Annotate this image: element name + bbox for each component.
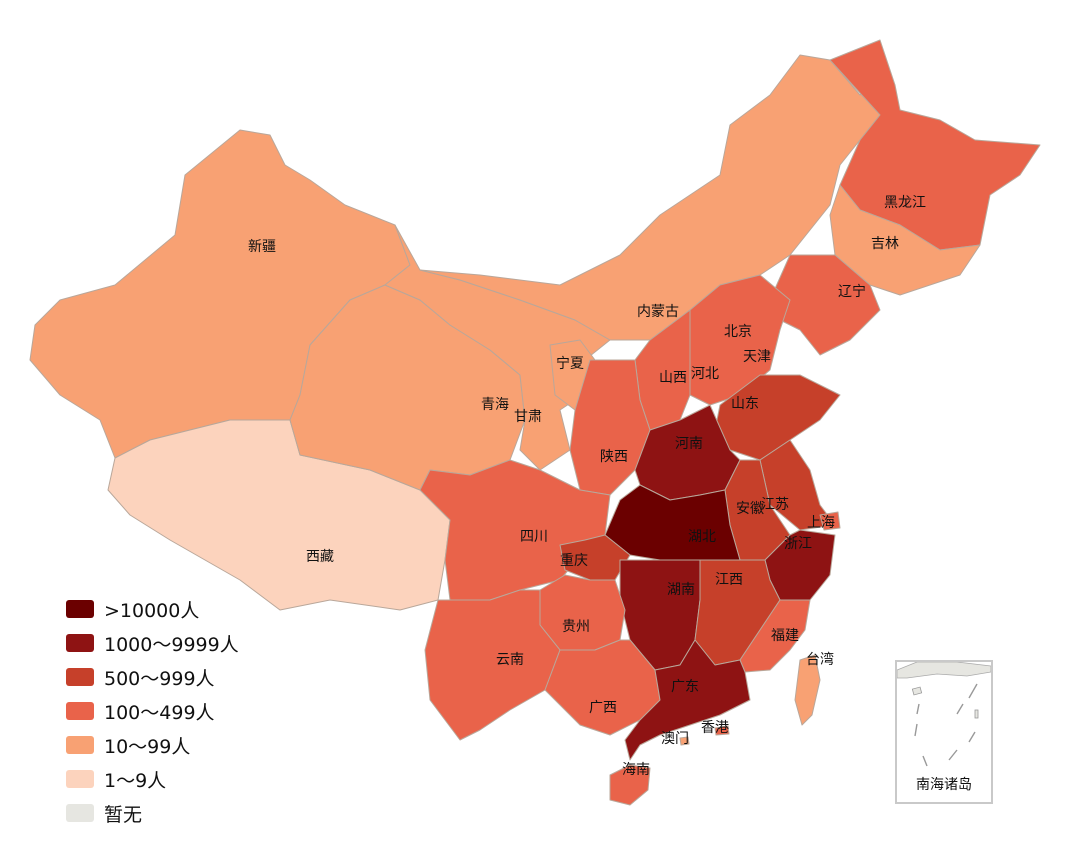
- legend-label: 500～999人: [104, 667, 215, 690]
- province-label: 浙江: [784, 536, 812, 552]
- province-shape[interactable]: [604, 484, 741, 561]
- province-label: 黑龙江: [884, 195, 926, 211]
- province-label: 青海: [481, 397, 509, 413]
- legend: >10000人 1000～9999人 500～999人 100～499人 10～…: [66, 592, 239, 830]
- legend-label: 10～99人: [104, 735, 191, 758]
- inset-label: 南海诸岛: [916, 777, 972, 793]
- province-label: 安徽: [736, 501, 764, 517]
- province-shape[interactable]: [829, 39, 1041, 251]
- legend-label: 1000～9999人: [104, 633, 239, 656]
- legend-label: 100～499人: [104, 701, 215, 724]
- legend-swatch: [66, 634, 94, 652]
- province-label: 江苏: [761, 497, 789, 513]
- province-shape[interactable]: [679, 736, 690, 746]
- legend-item[interactable]: 暂无: [66, 796, 239, 830]
- legend-item[interactable]: 10～99人: [66, 728, 239, 762]
- province-shape[interactable]: [609, 764, 651, 806]
- province-label: 山西: [659, 370, 687, 386]
- legend-swatch: [66, 770, 94, 788]
- province-label: 澳门: [661, 731, 689, 747]
- legend-item[interactable]: >10000人: [66, 592, 239, 626]
- province-label: 江西: [715, 572, 743, 588]
- province-label: 北京: [724, 324, 752, 340]
- province-shape[interactable]: [624, 639, 751, 761]
- province-label: 吉林: [871, 236, 899, 252]
- province-label: 重庆: [560, 553, 588, 569]
- province-shape[interactable]: [569, 359, 651, 496]
- legend-item[interactable]: 1～9人: [66, 762, 239, 796]
- legend-swatch: [66, 668, 94, 686]
- province-label: 河南: [675, 436, 703, 452]
- province-label: 台湾: [806, 651, 834, 668]
- province-label: 四川: [520, 529, 548, 545]
- province-shape[interactable]: [739, 599, 811, 673]
- province-label: 福建: [771, 628, 799, 644]
- province-label: 辽宁: [838, 283, 866, 300]
- legend-item[interactable]: 500～999人: [66, 660, 239, 694]
- inset-islands-icon: [896, 661, 992, 767]
- province-label: 云南: [496, 652, 524, 668]
- province-shape[interactable]: [539, 574, 626, 651]
- province-label: 海南: [622, 762, 650, 778]
- province-label: 广西: [589, 700, 617, 716]
- legend-swatch: [66, 736, 94, 754]
- legend-swatch: [66, 702, 94, 720]
- province-shape[interactable]: [794, 654, 821, 726]
- legend-swatch: [66, 600, 94, 618]
- legend-label: 暂无: [104, 803, 143, 826]
- province-shape[interactable]: [714, 725, 730, 736]
- legend-item[interactable]: 1000～9999人: [66, 626, 239, 660]
- legend-label: 1～9人: [104, 769, 167, 792]
- province-label: 湖南: [667, 582, 695, 598]
- province-shape[interactable]: [107, 419, 451, 611]
- legend-label: >10000人: [104, 599, 200, 622]
- legend-swatch: [66, 804, 94, 822]
- province-label: 香港: [701, 720, 729, 736]
- south-china-sea-inset: 南海诸岛: [895, 660, 993, 804]
- province-label: 山东: [731, 396, 759, 412]
- province-label: 内蒙古: [637, 304, 679, 320]
- province-shape[interactable]: [829, 184, 981, 296]
- province-label: 上海: [807, 515, 835, 531]
- province-label: 西藏: [306, 549, 334, 565]
- province-label: 湖北: [688, 529, 716, 545]
- province-shape[interactable]: [819, 511, 841, 531]
- province-label: 天津: [743, 349, 771, 365]
- province-label: 宁夏: [556, 355, 584, 372]
- province-label: 陕西: [600, 449, 628, 465]
- province-shapes: [29, 39, 1041, 806]
- legend-item[interactable]: 100～499人: [66, 694, 239, 728]
- province-label: 河北: [691, 366, 719, 382]
- province-shape[interactable]: [424, 589, 561, 741]
- province-label: 广东: [671, 679, 699, 695]
- province-label: 贵州: [562, 619, 590, 635]
- province-label: 甘肃: [514, 409, 542, 425]
- province-label: 新疆: [248, 239, 276, 255]
